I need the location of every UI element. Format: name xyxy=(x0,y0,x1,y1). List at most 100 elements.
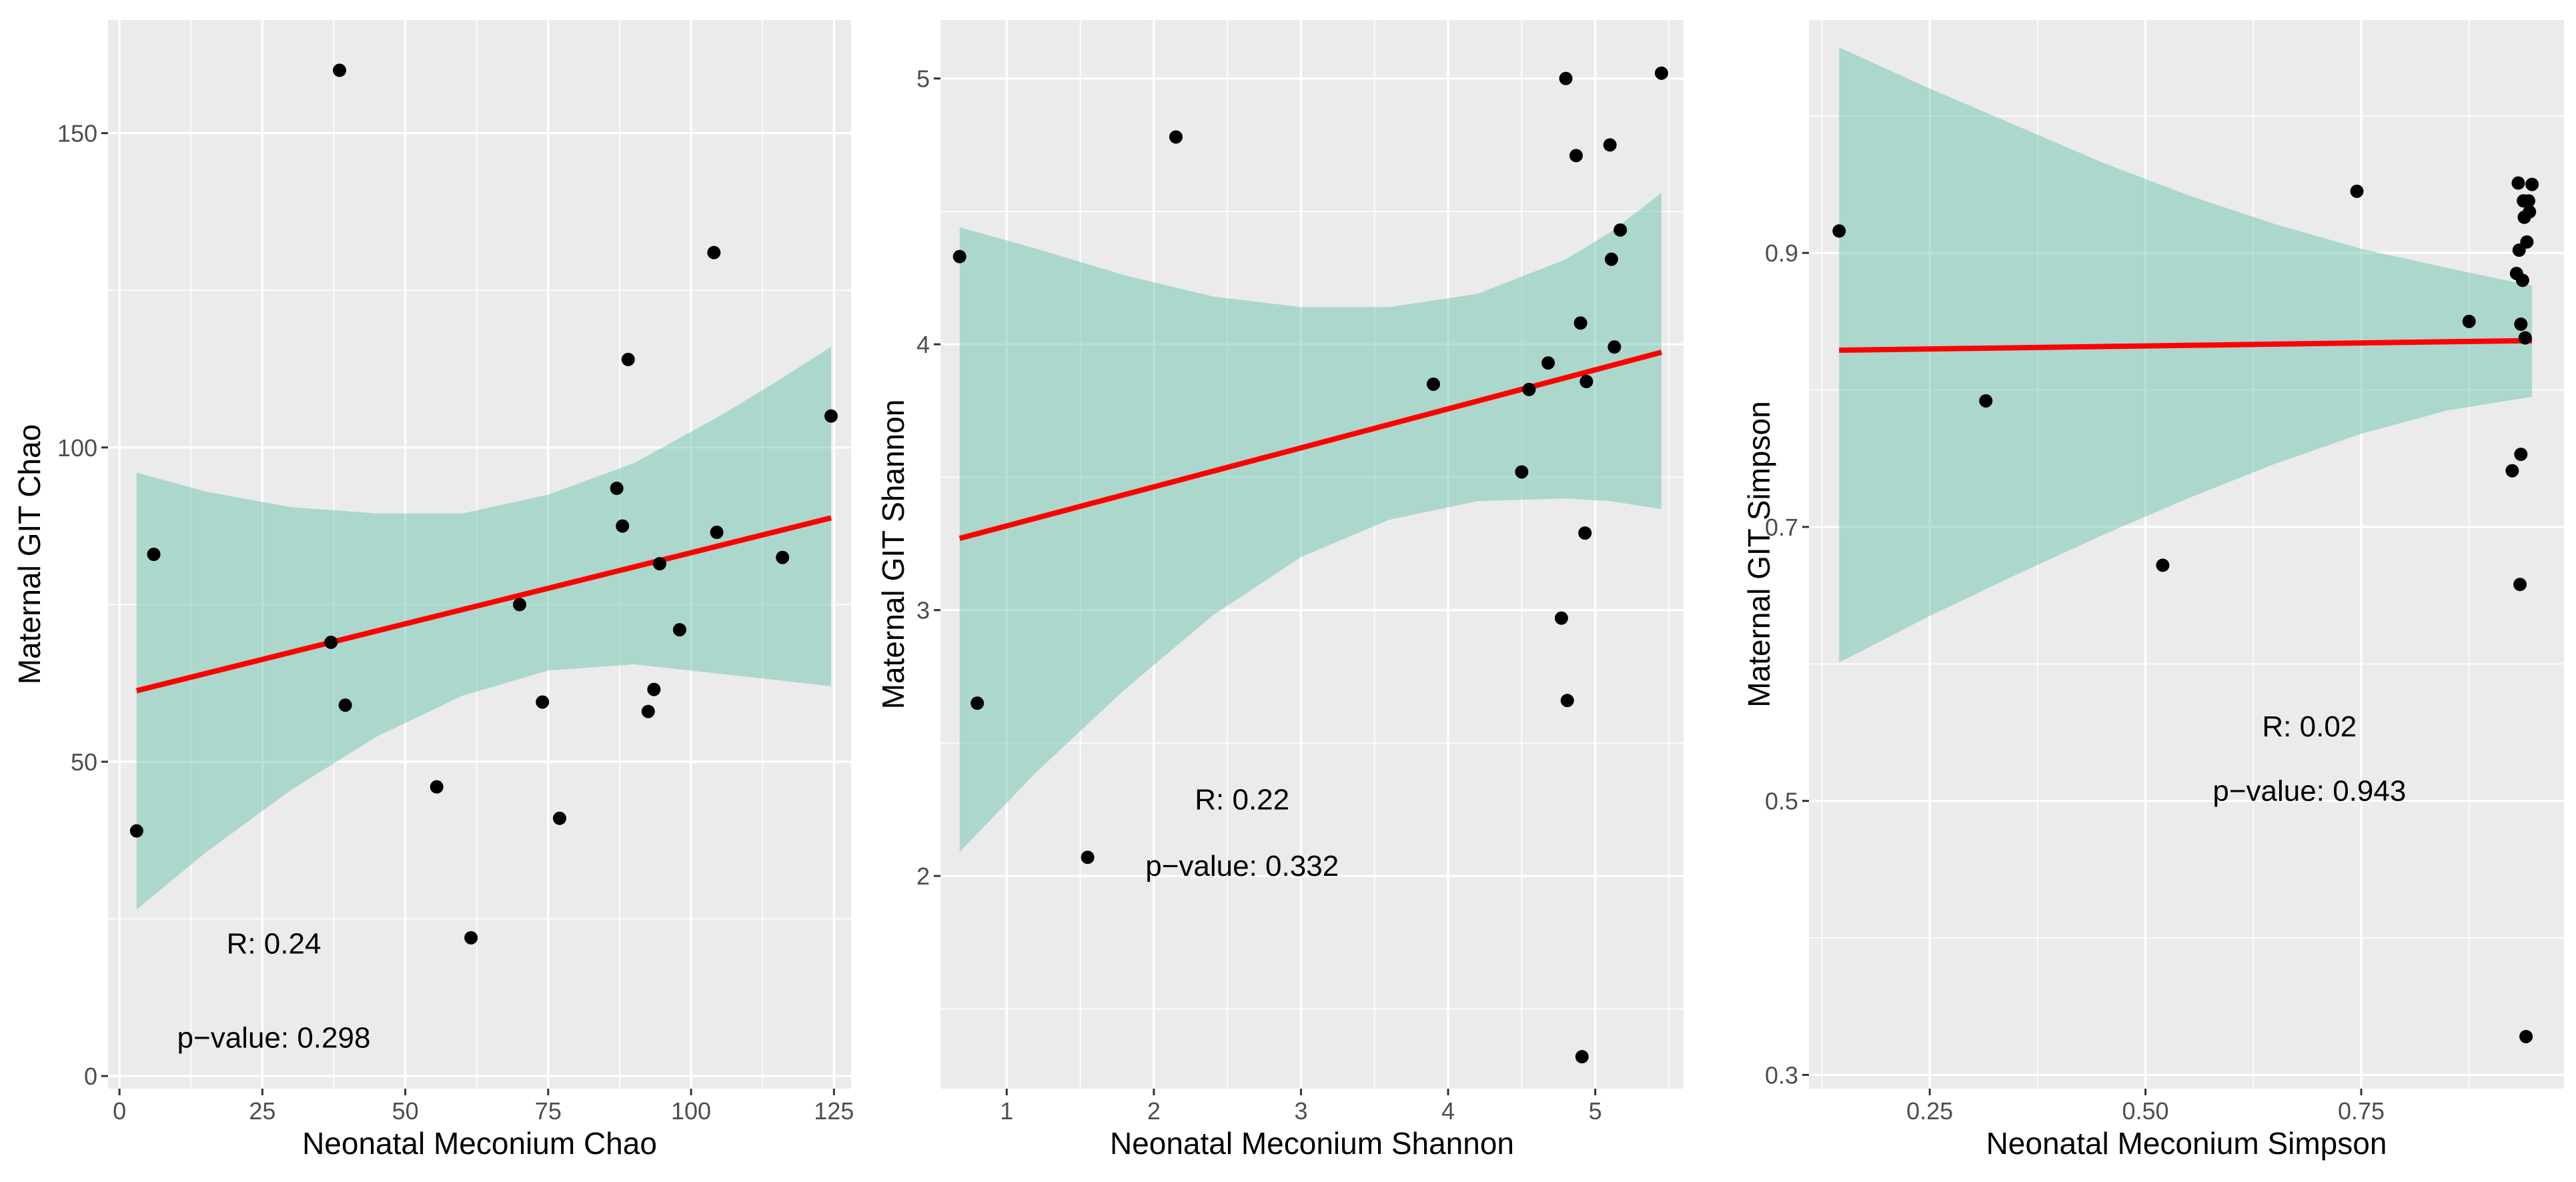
shannon-confidence-ribbon xyxy=(959,193,1662,852)
shannon-data-point xyxy=(1169,130,1183,144)
simpson-x-ticks: 0.25 0.50 0.75 xyxy=(1906,1089,2385,1125)
shannon-y-tick-label: 3 xyxy=(916,597,930,624)
chao-data-point xyxy=(672,623,686,637)
shannon-points xyxy=(952,66,1668,1064)
chao-r-annotation: R: 0.24 xyxy=(227,927,321,960)
shannon-data-point xyxy=(1560,694,1574,708)
chao-data-point xyxy=(338,698,352,712)
simpson-y-tick-label: 0.7 xyxy=(1765,514,1798,541)
chao-confidence-ribbon xyxy=(136,347,831,910)
chao-panel: 0 25 50 75 100 125 0 50 100 150 R: 0.24 p−value:… xyxy=(12,20,854,1161)
chao-plot-area xyxy=(108,20,851,1089)
chao-y-tick-label: 0 xyxy=(84,1063,97,1090)
chao-data-point xyxy=(710,526,724,540)
chao-y-tick-label: 100 xyxy=(57,434,97,462)
chao-grid xyxy=(108,20,851,1089)
shannon-data-point xyxy=(1578,526,1592,540)
shannon-data-point xyxy=(1554,611,1568,625)
shannon-data-point xyxy=(1654,66,1668,80)
chao-data-point xyxy=(621,352,635,366)
simpson-x-tick-label: 0.50 xyxy=(2122,1097,2169,1125)
simpson-data-point xyxy=(2350,184,2364,198)
simpson-data-point xyxy=(2515,273,2529,287)
shannon-y-tick-label: 4 xyxy=(916,331,930,358)
chao-p-annotation: p−value: 0.298 xyxy=(177,1022,371,1055)
chao-data-point xyxy=(824,409,838,423)
chao-data-point xyxy=(430,780,444,794)
simpson-panel: 0.25 0.50 0.75 0.3 0.5 0.7 0.9 R: 0.02 p−valu… xyxy=(1742,20,2564,1161)
shannon-data-point xyxy=(1559,71,1573,85)
shannon-data-point xyxy=(1575,1050,1589,1064)
shannon-data-point xyxy=(1604,252,1618,266)
simpson-y-axis-title: Maternal GIT Simpson xyxy=(1742,401,1776,707)
chao-x-tick-label: 100 xyxy=(671,1097,711,1125)
chao-data-point xyxy=(129,824,143,838)
simpson-x-axis-title: Neonatal Meconium Simpson xyxy=(1986,1126,2387,1161)
simpson-confidence-ribbon xyxy=(1839,47,2533,663)
chao-data-point xyxy=(324,635,338,649)
chao-x-tick-label: 125 xyxy=(814,1097,854,1125)
shannon-regression-line xyxy=(958,350,1662,541)
shannon-x-tick-label: 5 xyxy=(1589,1097,1602,1125)
shannon-data-point xyxy=(1607,340,1622,354)
chao-data-point xyxy=(707,245,721,259)
chao-data-point xyxy=(333,63,347,77)
chao-y-tick-label: 150 xyxy=(57,120,97,147)
shannon-x-tick-label: 4 xyxy=(1441,1097,1455,1125)
shannon-data-point xyxy=(952,249,967,263)
chao-data-point xyxy=(552,811,566,825)
shannon-r-annotation: R: 0.22 xyxy=(1195,784,1289,816)
chao-x-ticks: 0 25 50 75 100 125 xyxy=(113,1089,854,1125)
simpson-data-point xyxy=(2511,176,2525,190)
shannon-data-point xyxy=(1426,377,1440,391)
shannon-x-tick-label: 2 xyxy=(1147,1097,1161,1125)
shannon-data-point xyxy=(1603,138,1617,152)
simpson-data-point xyxy=(2525,177,2539,191)
shannon-y-tick-label: 2 xyxy=(916,862,930,890)
shannon-data-point xyxy=(971,696,985,710)
chao-points xyxy=(129,63,838,945)
shannon-data-point xyxy=(1515,465,1529,479)
chao-data-point xyxy=(776,550,790,564)
simpson-data-point xyxy=(2518,331,2532,345)
chao-x-axis-title: Neonatal Meconium Chao xyxy=(302,1126,657,1161)
simpson-data-point xyxy=(2521,194,2535,208)
chao-regression-line xyxy=(135,515,832,694)
shannon-plot-area xyxy=(940,20,1684,1089)
shannon-data-point xyxy=(1579,374,1593,388)
chao-data-point xyxy=(147,548,161,561)
simpson-y-tick-label: 0.3 xyxy=(1765,1061,1798,1089)
simpson-y-tick-label: 0.9 xyxy=(1765,239,1798,267)
shannon-data-point xyxy=(1541,356,1555,370)
chao-data-point xyxy=(464,931,478,945)
simpson-y-ticks: 0.3 0.5 0.7 0.9 xyxy=(1765,239,1809,1089)
simpson-data-point xyxy=(2462,314,2476,328)
simpson-data-point xyxy=(2514,317,2528,331)
shannon-p-annotation: p−value: 0.332 xyxy=(1145,850,1339,882)
shannon-y-tick-label: 5 xyxy=(916,65,930,93)
simpson-p-annotation: p−value: 0.943 xyxy=(2212,775,2406,808)
simpson-data-point xyxy=(1832,224,1846,238)
shannon-data-point xyxy=(1614,223,1628,237)
simpson-x-tick-label: 0.25 xyxy=(1906,1097,1953,1125)
simpson-data-point xyxy=(2514,448,2528,462)
simpson-data-point xyxy=(2156,558,2170,572)
shannon-y-axis-title: Maternal GIT Shannon xyxy=(876,400,910,710)
simpson-r-annotation: R: 0.02 xyxy=(2262,710,2357,743)
chao-x-tick-label: 75 xyxy=(535,1097,562,1125)
shannon-data-point xyxy=(1522,382,1536,396)
simpson-plot-area xyxy=(1809,20,2564,1089)
simpson-points xyxy=(1832,176,2539,1043)
chao-data-point xyxy=(616,519,630,533)
simpson-data-point xyxy=(2520,235,2534,249)
chao-x-tick-label: 50 xyxy=(392,1097,419,1125)
simpson-data-point xyxy=(1979,394,1993,408)
chao-data-point xyxy=(647,682,661,696)
shannon-data-point xyxy=(1569,149,1583,163)
shannon-data-point xyxy=(1573,316,1587,330)
chao-data-point xyxy=(652,557,666,571)
chao-y-axis-title: Maternal GIT Chao xyxy=(12,424,47,684)
chao-data-point xyxy=(641,704,655,718)
chao-x-tick-label: 0 xyxy=(113,1097,126,1125)
simpson-regression-line xyxy=(1839,338,2533,353)
